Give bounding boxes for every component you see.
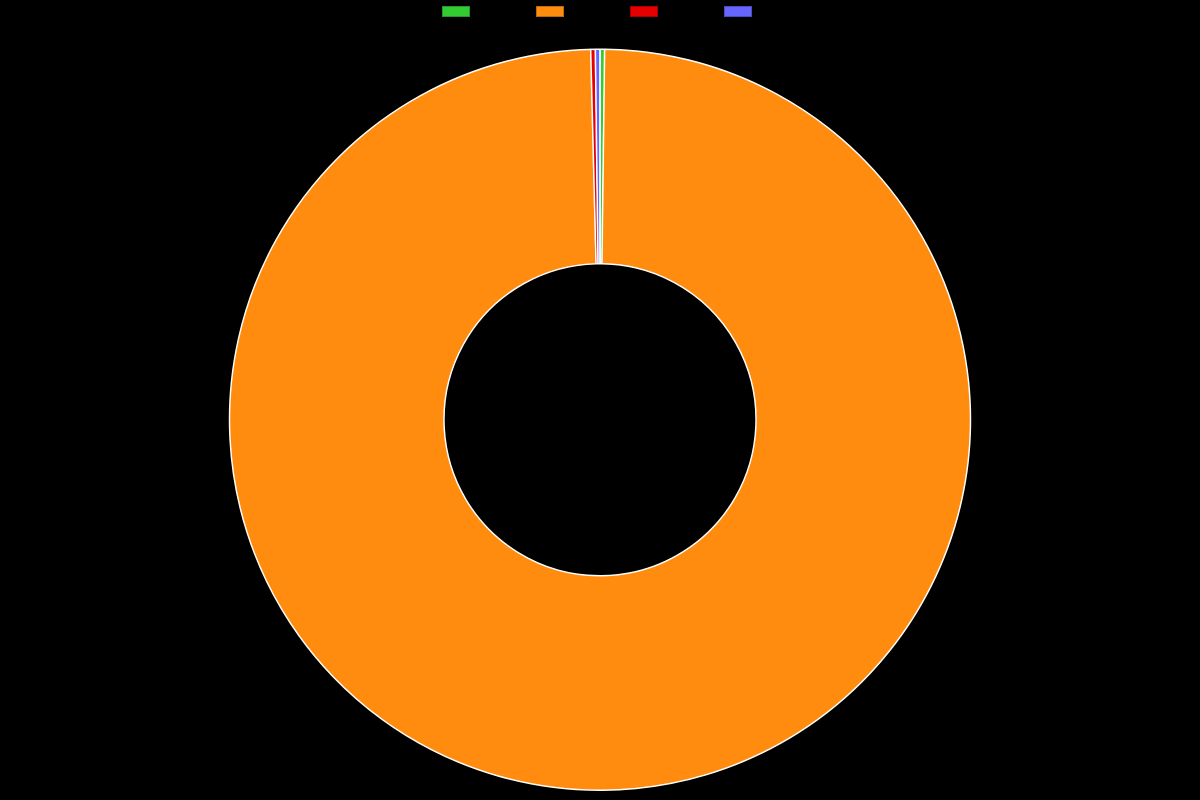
legend-item-3 bbox=[724, 6, 758, 17]
donut-chart bbox=[0, 20, 1200, 800]
chart-canvas bbox=[0, 0, 1200, 800]
legend-swatch-1 bbox=[536, 6, 564, 17]
legend-item-2 bbox=[630, 6, 664, 17]
legend-swatch-0 bbox=[442, 6, 470, 17]
donut-chart-wrap bbox=[0, 20, 1200, 800]
legend-item-0 bbox=[442, 6, 476, 17]
legend-item-1 bbox=[536, 6, 570, 17]
legend bbox=[0, 6, 1200, 17]
legend-swatch-3 bbox=[724, 6, 752, 17]
legend-swatch-2 bbox=[630, 6, 658, 17]
